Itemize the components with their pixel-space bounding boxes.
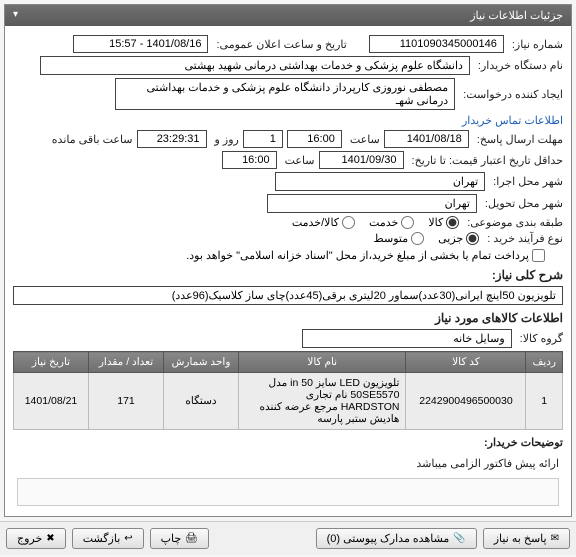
validity-time-field: 16:00 [222,151,277,169]
footer-bar: ✉ پاسخ به نیاز 📎مشاهده مدارک پیوستی (0) 🖨… [0,521,576,555]
print-button[interactable]: 🖨چاپ [150,528,209,549]
details-panel: جزئیات اطلاعات نیاز ▾ شماره نیاز: 110109… [4,4,572,517]
radio-service-label: خدمت [369,216,398,229]
deadline-time-label: ساعت [350,133,380,146]
attachments-button[interactable]: 📎مشاهده مدارک پیوستی (0) [316,528,477,549]
radio-both-label: کالا/خدمت [292,216,339,229]
validity-time-label: ساعت [285,154,315,167]
requester-field: مصطفی نوروزی کارپرداز دانشگاه علوم پزشکی… [115,78,455,110]
th-qty: تعداد / مقدار [89,352,164,373]
reply-button-label: پاسخ به نیاز [494,532,547,545]
validity-label: حداقل تاریخ اعتبار قیمت: تا تاریخ: [412,154,563,167]
table-header-row: ردیف کد کالا نام کالا واحد شمارش تعداد /… [14,352,563,373]
td-code: 2242900496500030 [406,373,526,430]
buyer-org-label: نام دستگاه خریدار: [478,59,563,72]
attachments-button-label: مشاهده مدارک پیوستی (0) [327,532,450,545]
back-button[interactable]: ↩بازگشت [72,528,144,549]
process-label: نوع فرآیند خرید : [487,232,563,245]
td-name: تلویزیون LED سایز 50 in مدل 50SE5570 نام… [239,373,406,430]
need-desc-title: شرح کلی نیاز: [13,268,563,282]
pub-datetime-field: 1401/08/16 - 15:57 [73,35,208,53]
td-unit: دستگاه [164,373,239,430]
th-unit: واحد شمارش [164,352,239,373]
goods-group-field: وسایل خانه [302,329,512,348]
back-button-label: بازگشت [83,532,121,545]
remaining-time-field: 23:29:31 [137,130,207,148]
deliv-city-field: تهران [267,194,477,213]
exit-icon: ✖ [46,533,54,544]
radio-goods-label: کالا [428,216,443,229]
radio-medium-label: متوسط [374,232,409,245]
contact-link[interactable]: اطلاعات تماس خریدار [462,114,563,127]
deadline-date-field: 1401/08/18 [384,130,469,148]
td-row: 1 [526,373,563,430]
attach-icon: 📎 [453,533,465,544]
need-no-label: شماره نیاز: [512,38,563,51]
th-date: تاریخ نیاز [14,352,89,373]
items-section-title: اطلاعات کالاهای مورد نیاز [13,311,563,325]
days-and-label: روز و [215,133,239,146]
validity-date-field: 1401/09/30 [319,151,404,169]
need-no-field: 1101090345000146 [369,35,504,53]
deadline-label: مهلت ارسال پاسخ: [477,133,563,146]
radio-partial[interactable]: جزیی [438,232,479,245]
panel-header: جزئیات اطلاعات نیاز ▾ [5,5,571,26]
payment-note-checkbox[interactable] [532,249,545,262]
reply-button[interactable]: ✉ پاسخ به نیاز [483,528,570,549]
category-label: طبقه بندی موضوعی: [467,216,563,229]
invoice-note: ارائه پیش فاکتور الزامی میباشد [17,457,559,470]
payment-note-check[interactable]: پرداخت تمام یا بخشی از مبلغ خرید،از محل … [186,249,545,262]
back-icon: ↩ [124,533,132,544]
deadline-time-field: 16:00 [287,130,342,148]
requester-label: ایجاد کننده درخواست: [463,88,563,101]
radio-partial-input[interactable] [466,232,479,245]
items-table: ردیف کد کالا نام کالا واحد شمارش تعداد /… [13,351,563,430]
exit-button-label: خروج [17,532,42,545]
radio-service[interactable]: خدمت [369,216,414,229]
th-name: نام کالا [239,352,406,373]
th-row: ردیف [526,352,563,373]
category-radio-group: کالا خدمت کالا/خدمت [292,216,459,229]
exec-city-field: تهران [275,172,485,191]
pub-datetime-label: تاریخ و ساعت اعلان عمومی: [216,38,346,51]
collapse-icon[interactable]: ▾ [13,9,18,20]
need-desc-field: تلویزیون 50اینچ ایرانی(30عدد)سماور 20لیت… [13,286,563,305]
radio-medium-input[interactable] [411,232,424,245]
radio-both-input[interactable] [342,216,355,229]
remaining-days-field: 1 [243,130,283,148]
radio-goods-input[interactable] [446,216,459,229]
buyer-notes-label: توضیحات خریدار: [13,436,563,449]
exec-city-label: شهر محل اجرا: [493,175,563,188]
footer-left-group: ✉ پاسخ به نیاز 📎مشاهده مدارک پیوستی (0) [316,528,570,549]
th-code: کد کالا [406,352,526,373]
buyer-org-field: دانشگاه علوم پزشکی و خدمات بهداشتی درمان… [40,56,470,75]
payment-note-label: پرداخت تمام یا بخشی از مبلغ خرید،از محل … [186,249,529,262]
panel-body: شماره نیاز: 1101090345000146 تاریخ و ساع… [5,26,571,516]
print-button-label: چاپ [161,532,182,545]
table-row[interactable]: 1 2242900496500030 تلویزیون LED سایز 50 … [14,373,563,430]
radio-service-input[interactable] [401,216,414,229]
deliv-city-label: شهر محل تحویل: [485,197,563,210]
panel-title: جزئیات اطلاعات نیاز [470,10,563,22]
process-radio-group: جزیی متوسط [374,232,480,245]
footer-right-group: 🖨چاپ ↩بازگشت ✖ خروج [6,528,209,549]
print-icon: 🖨 [185,533,198,544]
exit-button[interactable]: ✖ خروج [6,528,66,549]
td-qty: 171 [89,373,164,430]
reply-icon: ✉ [551,533,559,544]
remaining-suffix-label: ساعت باقی مانده [52,133,133,146]
td-date: 1401/08/21 [14,373,89,430]
radio-partial-label: جزیی [438,232,463,245]
radio-medium[interactable]: متوسط [374,232,425,245]
radio-goods[interactable]: کالا [428,216,459,229]
goods-group-label: گروه کالا: [520,332,563,345]
notes-box [17,478,559,506]
radio-both[interactable]: کالا/خدمت [292,216,355,229]
